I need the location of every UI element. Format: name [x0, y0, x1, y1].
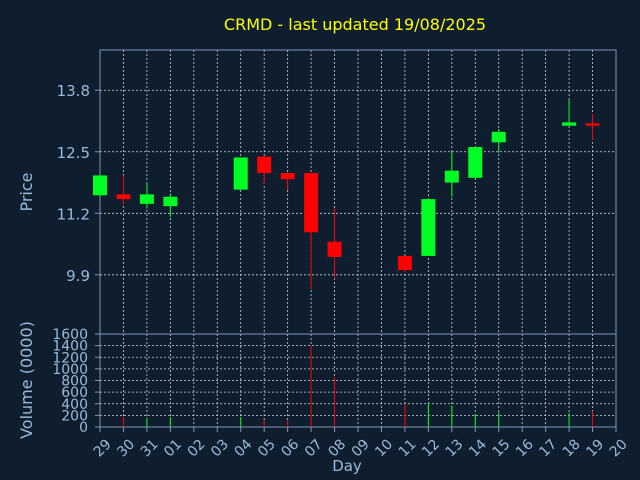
- price-tick-label: 12.5: [57, 144, 90, 162]
- x-tick-label: 19: [583, 436, 607, 460]
- candle-body: [421, 199, 436, 256]
- x-tick-label: 05: [255, 436, 279, 460]
- x-tick-label: 07: [302, 436, 326, 460]
- price-tick-label: 11.2: [57, 205, 90, 223]
- volume-tick-label: 1200: [52, 350, 88, 366]
- x-tick-label: 03: [208, 436, 232, 460]
- x-tick-label: 11: [396, 436, 420, 460]
- candle-body: [397, 255, 412, 271]
- price-grid: [99, 50, 617, 334]
- volume-tick-label: 0: [79, 420, 88, 436]
- candle-body: [93, 175, 107, 196]
- volume-tick-label: 800: [61, 374, 88, 390]
- volume-grid: [99, 333, 617, 428]
- x-tick-label: 30: [114, 436, 138, 460]
- x-tick-label: 15: [490, 436, 514, 460]
- candles: [93, 99, 600, 290]
- candle-14: [468, 147, 483, 178]
- candle-body: [468, 147, 483, 178]
- candle-19: [585, 113, 600, 140]
- x-tick-label: 13: [443, 436, 467, 460]
- price-axis: 9.9 11.2 12.5 13.8: [57, 49, 617, 335]
- x-tick-label: 16: [513, 436, 537, 460]
- x-tick-label: 01: [161, 436, 185, 460]
- price-tick-label: 9.9: [66, 267, 90, 285]
- candle-07: [304, 173, 319, 290]
- candle-30: [116, 175, 131, 205]
- candle-29: [93, 175, 107, 197]
- candle-body: [562, 122, 577, 126]
- candle-12: [421, 199, 436, 256]
- candle-15: [491, 129, 506, 153]
- x-tick-label: 17: [536, 436, 560, 460]
- candle-body: [585, 123, 600, 126]
- volume-bars: [122, 345, 594, 427]
- candle-body: [491, 131, 506, 143]
- x-tick-label: 31: [138, 436, 162, 460]
- candle-body: [139, 194, 154, 204]
- volume-axis-label: Volume (0000): [17, 321, 36, 439]
- x-tick-label: 06: [278, 436, 302, 460]
- chart-title: CRMD - last updated 19/08/2025: [224, 15, 486, 34]
- x-tick-label: 18: [560, 436, 584, 460]
- candle-body: [444, 170, 459, 183]
- volume-tick-label: 400: [61, 397, 88, 413]
- x-tick-label: 04: [232, 436, 256, 460]
- x-tick-label: 02: [185, 436, 209, 460]
- price-tick-label: 13.8: [57, 82, 90, 100]
- price-axis-label: Price: [17, 172, 36, 211]
- candle-01: [163, 193, 178, 218]
- candle-body: [116, 194, 131, 200]
- x-tick-label: 20: [607, 436, 631, 460]
- x-axis-ticks: 29 30 31 01 02 03 04 05 06 07 08 09 10 11 12 13 14 15 16 17…: [91, 427, 631, 460]
- candle-body: [163, 196, 178, 207]
- volume-tick-label: 1400: [52, 339, 88, 355]
- candle-18: [562, 99, 577, 126]
- x-tick-label: 29: [91, 436, 115, 460]
- candle-body: [280, 173, 295, 180]
- candle-05: [257, 156, 272, 184]
- candle-06: [280, 173, 295, 190]
- candle-04: [233, 157, 248, 190]
- candle-body: [327, 241, 342, 257]
- volume-tick-label: 600: [61, 385, 88, 401]
- candle-body: [304, 173, 319, 233]
- candle-13: [444, 151, 459, 197]
- volume-tick-label: 1000: [52, 362, 88, 378]
- candle-body: [257, 156, 272, 174]
- x-tick-label: 14: [466, 436, 490, 460]
- candle-11: [397, 255, 412, 273]
- volume-tick-label: 1600: [52, 327, 88, 343]
- candle-body: [233, 157, 248, 190]
- volume-tick-label: 200: [61, 408, 88, 424]
- candle-31: [139, 182, 154, 209]
- x-tick-label: 12: [419, 436, 443, 460]
- x-axis-label: Day: [332, 457, 362, 475]
- x-tick-label: 10: [372, 436, 396, 460]
- candle-08: [327, 208, 342, 279]
